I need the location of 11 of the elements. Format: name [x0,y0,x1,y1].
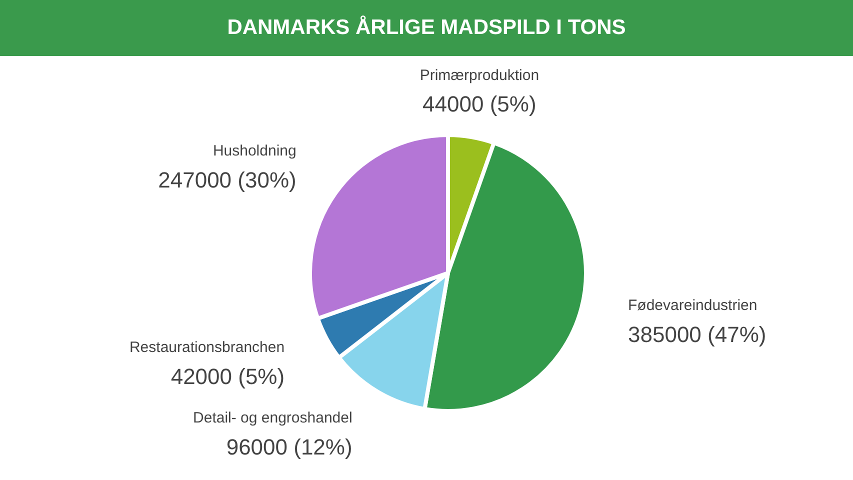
slice-label: Detail- og engroshandel [193,410,352,427]
chart-title: DANMARKS ÅRLIGE MADSPILD I TONS [0,0,853,56]
data-label: 96000 (12%) [226,434,352,460]
slice-label: Husholdning [212,142,296,160]
data-label: 44000 (5%) [422,92,536,117]
slice-label: Restaurationsbranchen [129,338,285,356]
data-label: 42000 (5%) [170,364,285,389]
data-label: 385000 (47%) [628,322,766,347]
data-label: 247000 (30%) [158,167,296,192]
slice-label: Fødevareindustrien [628,297,758,314]
slice-label: Primærproduktion [420,66,540,84]
